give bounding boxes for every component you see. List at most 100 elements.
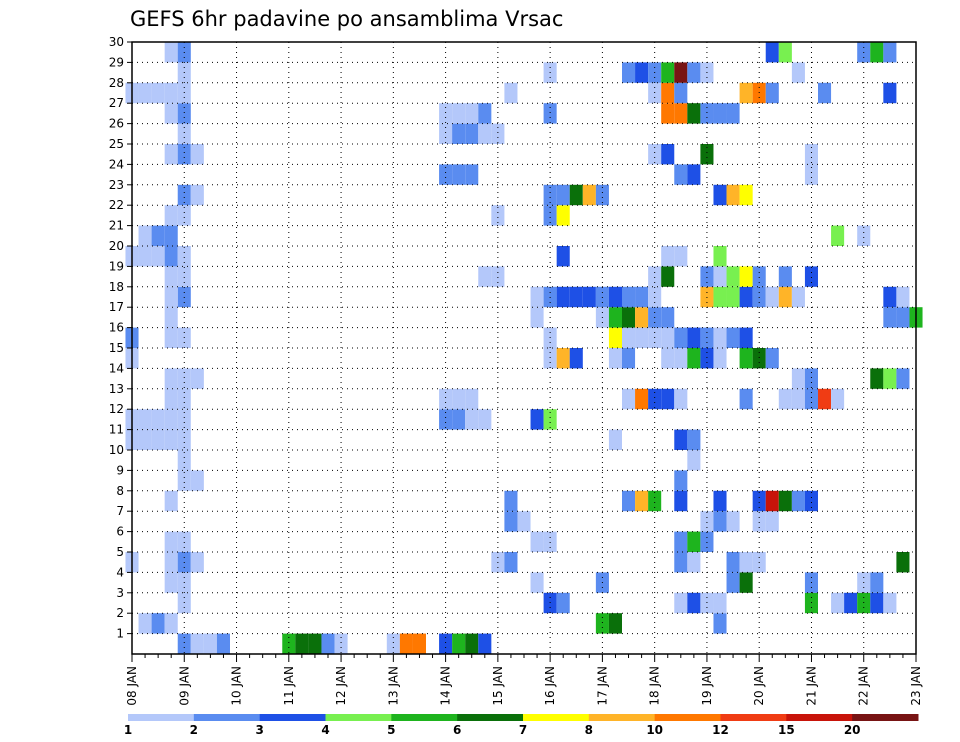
y-tick-label: 30 <box>109 35 124 49</box>
heatmap-cell <box>778 42 792 63</box>
heatmap-cell <box>635 327 649 348</box>
heatmap-cell <box>726 552 740 573</box>
y-tick-label: 21 <box>109 219 124 233</box>
plot-frame <box>131 41 917 655</box>
heatmap-cell <box>791 388 805 410</box>
colorbar-label: 6 <box>453 723 461 737</box>
heatmap-cell <box>465 409 479 430</box>
heatmap-cell <box>151 225 165 246</box>
y-tick-label: 14 <box>109 361 124 375</box>
heatmap-cell <box>739 348 753 369</box>
heatmap-cell <box>452 164 466 185</box>
heatmap-cell <box>883 42 897 63</box>
heatmap-cell <box>687 531 701 552</box>
heatmap-cell <box>674 348 688 369</box>
y-tick-label: 10 <box>109 443 124 457</box>
heatmap-cell <box>726 327 740 348</box>
heatmap-cell <box>622 307 636 328</box>
heatmap-cell <box>491 205 505 226</box>
heatmap-cell <box>543 184 557 206</box>
x-tick-label: 18 JAN <box>648 666 662 706</box>
colorbar-label: 5 <box>387 723 395 737</box>
heatmap-cell <box>713 592 727 614</box>
heatmap-cell <box>138 409 152 430</box>
colorbar-swatch <box>852 714 919 721</box>
heatmap-cell <box>595 184 609 206</box>
heatmap-cell <box>661 62 675 83</box>
heatmap-cell <box>452 123 466 144</box>
heatmap-cell <box>648 490 662 512</box>
heatmap-cell <box>164 531 178 552</box>
heatmap-cell <box>177 388 191 410</box>
heatmap-cell <box>674 62 688 83</box>
heatmap-cell <box>687 164 701 185</box>
heatmap-cell <box>635 286 649 308</box>
heatmap-cell <box>791 490 805 512</box>
heatmap-cell <box>831 225 845 246</box>
y-tick-label: 25 <box>109 137 124 151</box>
x-tick-label: 22 JAN <box>857 666 871 706</box>
x-tick-label: 10 JAN <box>230 666 244 706</box>
heatmap-cell <box>752 490 766 512</box>
heatmap-cell <box>530 531 544 552</box>
heatmap-cell <box>687 103 701 124</box>
heatmap-cell <box>661 82 675 104</box>
heatmap-cell <box>582 286 596 308</box>
heatmap-cell <box>713 490 727 512</box>
heatmap-cell <box>765 82 779 104</box>
heatmap-cell <box>177 266 191 287</box>
x-tick-label: 12 JAN <box>334 666 348 706</box>
heatmap-cell <box>556 184 570 206</box>
colorbar-swatch <box>128 714 195 721</box>
heatmap-cell <box>164 613 178 634</box>
heatmap-cell <box>622 327 636 348</box>
heatmap-cell <box>164 327 178 348</box>
heatmap-cell <box>177 531 191 552</box>
heatmap-cell <box>608 286 622 308</box>
heatmap-cell <box>622 286 636 308</box>
heatmap-cell <box>439 388 453 410</box>
heatmap-cell <box>687 450 701 471</box>
x-tick-label: 09 JAN <box>177 666 191 706</box>
heatmap-cell <box>465 103 479 124</box>
heatmap-cell <box>674 327 688 348</box>
heatmap-cell <box>648 266 662 287</box>
heatmap-cell <box>635 307 649 328</box>
heatmap-cell <box>151 409 165 430</box>
heatmap-cell <box>556 246 570 267</box>
heatmap-cell <box>190 184 204 206</box>
heatmap-cell <box>791 368 805 389</box>
heatmap-cell <box>622 388 636 410</box>
heatmap-cell <box>164 266 178 287</box>
heatmap-cell <box>778 266 792 287</box>
heatmap-cell <box>687 62 701 83</box>
colorbar-label: 3 <box>255 723 263 737</box>
heatmap-cell <box>164 225 178 246</box>
heatmap-cell <box>164 552 178 573</box>
heatmap-cell <box>700 348 714 369</box>
heatmap-cell <box>674 490 688 512</box>
heatmap-cell <box>883 592 897 614</box>
heatmap-cell <box>635 490 649 512</box>
heatmap-cell <box>700 103 714 124</box>
heatmap-cell <box>556 205 570 226</box>
colorbar: 1 2 3 4 5 6 7 8 10 12 15 20 <box>124 714 919 737</box>
y-tick-label: 12 <box>109 402 124 416</box>
colorbar-swatch <box>457 714 524 721</box>
heatmap-cell <box>661 348 675 369</box>
heatmap-cell <box>635 388 649 410</box>
heatmap-cell <box>295 633 309 654</box>
heatmap-cell <box>765 348 779 369</box>
heatmap-cell <box>530 572 544 593</box>
heatmap-cell <box>582 184 596 206</box>
heatmap-cell <box>791 62 805 83</box>
heatmap-cell <box>622 62 636 83</box>
heatmap-cell <box>883 368 897 389</box>
heatmap-cell <box>465 633 479 654</box>
heatmap-cell <box>439 409 453 430</box>
heatmap-cell <box>870 368 884 389</box>
heatmap-cell <box>138 429 152 450</box>
y-tick-label: 1 <box>116 627 124 641</box>
y-tick-label: 4 <box>116 565 124 579</box>
